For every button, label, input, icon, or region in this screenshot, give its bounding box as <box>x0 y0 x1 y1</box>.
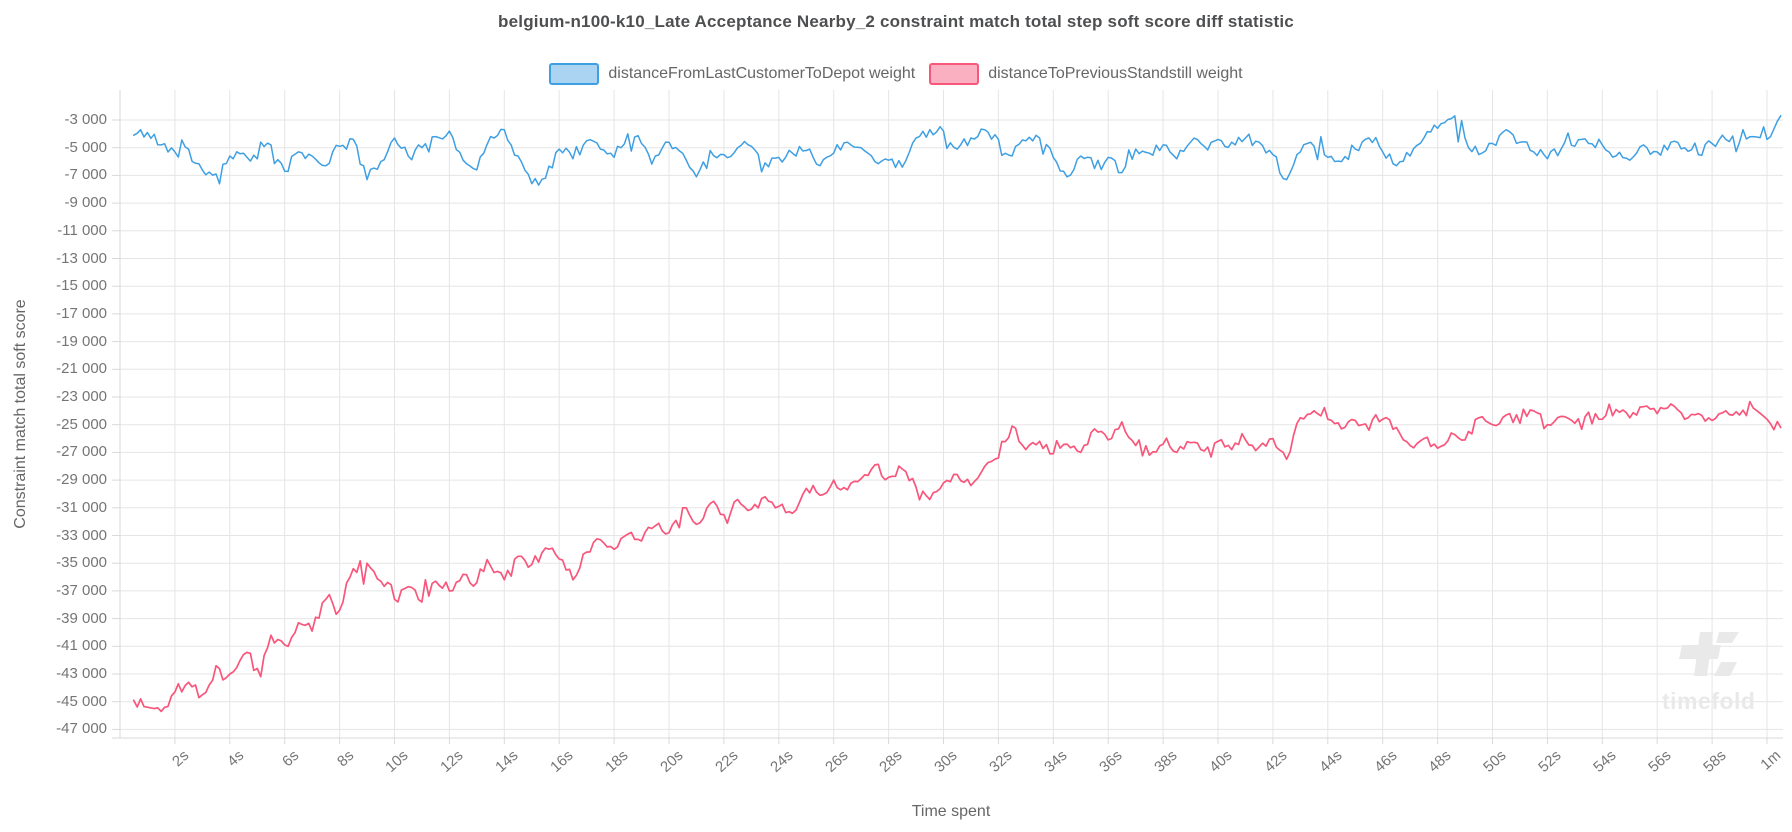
legend-item-distance-to-previous-standstill[interactable]: distanceToPreviousStandstill weight <box>929 63 1243 85</box>
y-tick-label: -23 000 <box>56 388 107 405</box>
y-tick-label: -3 000 <box>64 111 107 128</box>
y-tick-label: -27 000 <box>56 443 107 461</box>
legend-swatch-blue <box>549 63 600 85</box>
x-axis-title: Time spent <box>911 803 991 820</box>
y-tick-label: -13 000 <box>56 249 107 267</box>
y-tick-label: -45 000 <box>56 692 107 710</box>
y-tick-label: -33 000 <box>56 526 107 544</box>
y-tick-label: -7 000 <box>64 166 107 184</box>
y-tick-label: -39 000 <box>56 609 107 627</box>
y-tick-label: -47 000 <box>56 720 107 738</box>
y-axis-title: Constraint match total soft score <box>12 299 29 529</box>
y-tick-label: -29 000 <box>56 471 107 489</box>
legend-item-distance-from-last-customer-to-depot[interactable]: distanceFromLastCustomerToDepot weight <box>549 63 915 85</box>
series-line-blue <box>132 115 1782 186</box>
y-tick-label: -31 000 <box>56 498 107 516</box>
watermark-text: timefold <box>1662 688 1756 714</box>
y-tick-label: -11 000 <box>57 221 107 239</box>
y-tick-label: -37 000 <box>56 581 107 599</box>
y-tick-label: -5 000 <box>64 138 107 156</box>
y-tick-label: -43 000 <box>56 665 107 682</box>
legend-swatch-pink <box>929 63 980 85</box>
y-tick-label: -25 000 <box>56 415 107 433</box>
y-tick-label: -19 000 <box>56 332 107 350</box>
series-line-pink <box>132 400 1782 713</box>
y-tick-label: -41 000 <box>56 637 107 655</box>
y-tick-label: -35 000 <box>56 554 107 572</box>
y-tick-label: -17 000 <box>56 304 107 322</box>
watermark: timefold <box>1662 630 1756 715</box>
legend-label-blue: distanceFromLastCustomerToDepot weight <box>608 65 916 82</box>
y-tick-label: -15 000 <box>56 277 107 295</box>
legend-label-pink: distanceToPreviousStandstill weight <box>988 65 1243 82</box>
y-tick-label: -9 000 <box>64 194 107 212</box>
legend: distanceFromLastCustomerToDepot weight d… <box>0 63 1792 85</box>
chart-title: belgium-n100-k10_Late Acceptance Nearby_… <box>498 12 1294 31</box>
y-tick-label: -21 000 <box>56 360 107 378</box>
timefold-logo-icon <box>1679 632 1739 676</box>
